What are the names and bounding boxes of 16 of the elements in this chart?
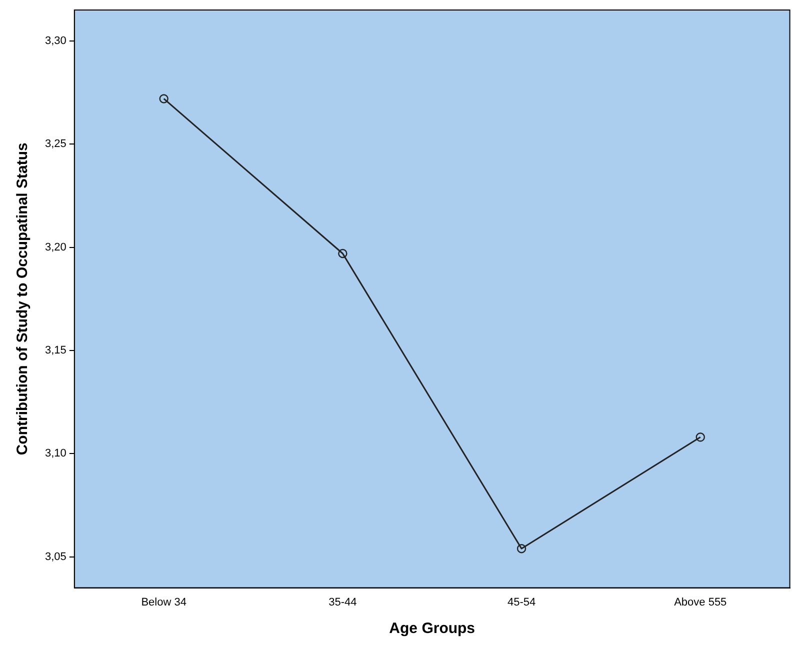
y-axis-title: Contribution of Study to Occupatinal Status (14, 142, 32, 456)
point (696, 432, 705, 442)
y-tick-label: 3,30 (44, 34, 66, 47)
y-tick-label: 3,20 (44, 241, 66, 254)
x-tick-label: Above 555 (674, 596, 727, 608)
y-tick-label: 3,10 (44, 448, 66, 460)
x-tick-label: 35-44 (328, 596, 357, 608)
point (338, 248, 348, 258)
x-axis-title: Age Groups (389, 620, 476, 638)
point (516, 544, 526, 554)
y-tick-label: 3,05 (44, 550, 66, 563)
x-tick-label: 45-54 (507, 596, 536, 608)
point (159, 94, 168, 104)
x-tick-label: Below 34 (141, 596, 186, 608)
y-tick-label: 3,25 (44, 138, 66, 150)
y-tick-label: 3,15 (44, 344, 66, 357)
